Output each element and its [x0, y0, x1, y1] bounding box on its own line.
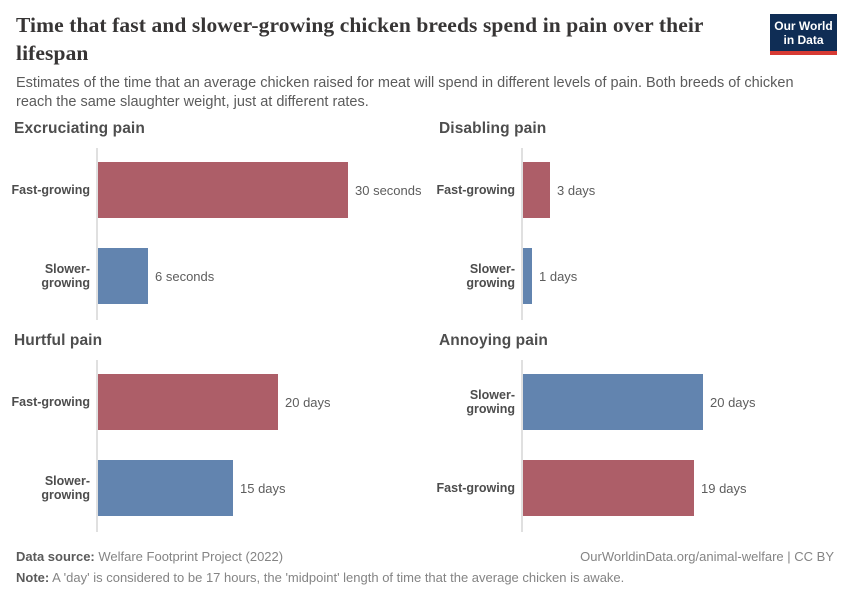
- footer-datasource: Data source: Welfare Footprint Project (…: [16, 549, 283, 564]
- bar-row-slower-growing: Slower-growing 20 days: [425, 374, 850, 430]
- footer-note-label: Note:: [16, 570, 50, 585]
- bar-row-slower-growing: Slower-growing 1 days: [425, 248, 850, 304]
- bar-fast-growing[interactable]: [98, 374, 278, 430]
- page-title: Time that fast and slower-growing chicke…: [16, 13, 704, 65]
- y-axis-line: [96, 148, 98, 320]
- footer-datasource-value: Welfare Footprint Project (2022): [94, 549, 284, 564]
- bar-row-fast-growing: Fast-growing 30 seconds: [0, 162, 425, 218]
- bar-slower-growing[interactable]: [523, 374, 703, 430]
- value-label: 30 seconds: [355, 182, 422, 198]
- footer-citation-link[interactable]: OurWorldinData.org/animal-welfare | CC B…: [580, 549, 834, 564]
- bar-row-fast-growing: Fast-growing 19 days: [425, 460, 850, 516]
- panel-title: Disabling pain: [439, 120, 547, 137]
- owid-logo-line1: Our World: [774, 19, 833, 33]
- footer-note-value: A 'day' is considered to be 17 hours, th…: [49, 570, 625, 585]
- value-label: 3 days: [557, 182, 596, 198]
- owid-logo-line2: in Data: [783, 33, 824, 48]
- panel-title: Hurtful pain: [14, 332, 103, 349]
- panel-disabling-pain: Disabling pain Fast-growing 3 days Slower-g…: [425, 120, 850, 332]
- footer-datasource-label: Data source:: [16, 549, 95, 564]
- category-label: Slower-growing: [466, 388, 515, 416]
- owid-logo[interactable]: Our World in Data: [770, 14, 837, 56]
- bar-row-slower-growing: Slower-growing 15 days: [0, 460, 425, 516]
- bar-fast-growing[interactable]: [98, 162, 348, 218]
- value-label: 19 days: [701, 480, 747, 496]
- bar-slower-growing[interactable]: [523, 248, 532, 304]
- footer-note: Note: A 'day' is considered to be 17 hou…: [16, 570, 624, 585]
- bar-row-fast-growing: Fast-growing 3 days: [425, 162, 850, 218]
- bar-fast-growing[interactable]: [523, 162, 550, 218]
- y-axis-line: [521, 360, 523, 532]
- category-label: Slower-growing: [466, 262, 515, 290]
- category-label: Fast-growing: [436, 183, 515, 197]
- category-label: Slower-growing: [41, 474, 90, 502]
- category-label: Slower-growing: [41, 262, 90, 290]
- panel-hurtful-pain: Hurtful pain Fast-growing 20 days Slower-gr…: [0, 332, 425, 544]
- category-label: Fast-growing: [11, 183, 90, 197]
- bar-row-fast-growing: Fast-growing 20 days: [0, 374, 425, 430]
- panel-excruciating-pain: Excruciating pain Fast-growing 30 seconds S…: [0, 120, 425, 332]
- panel-title: Annoying pain: [439, 332, 548, 349]
- value-label: 15 days: [240, 480, 286, 496]
- page-subtitle: Estimates of the time that an average ch…: [16, 75, 794, 110]
- bar-slower-growing[interactable]: [98, 460, 233, 516]
- y-axis-line: [96, 360, 98, 532]
- value-label: 1 days: [539, 268, 578, 284]
- value-label: 20 days: [285, 394, 331, 410]
- panel-title: Excruciating pain: [14, 120, 145, 137]
- category-label: Fast-growing: [436, 481, 515, 495]
- bar-fast-growing[interactable]: [523, 460, 694, 516]
- y-axis-line: [521, 148, 523, 320]
- value-label: 6 seconds: [155, 268, 215, 284]
- category-label: Fast-growing: [11, 395, 90, 409]
- bar-slower-growing[interactable]: [98, 248, 148, 304]
- value-label: 20 days: [710, 394, 756, 410]
- panels: Excruciating pain Fast-growing 30 seconds S…: [0, 120, 850, 544]
- bar-row-slower-growing: Slower-growing 6 seconds: [0, 248, 425, 304]
- panel-annoying-pain: Annoying pain Slower-growing 20 days Fast-g…: [425, 332, 850, 544]
